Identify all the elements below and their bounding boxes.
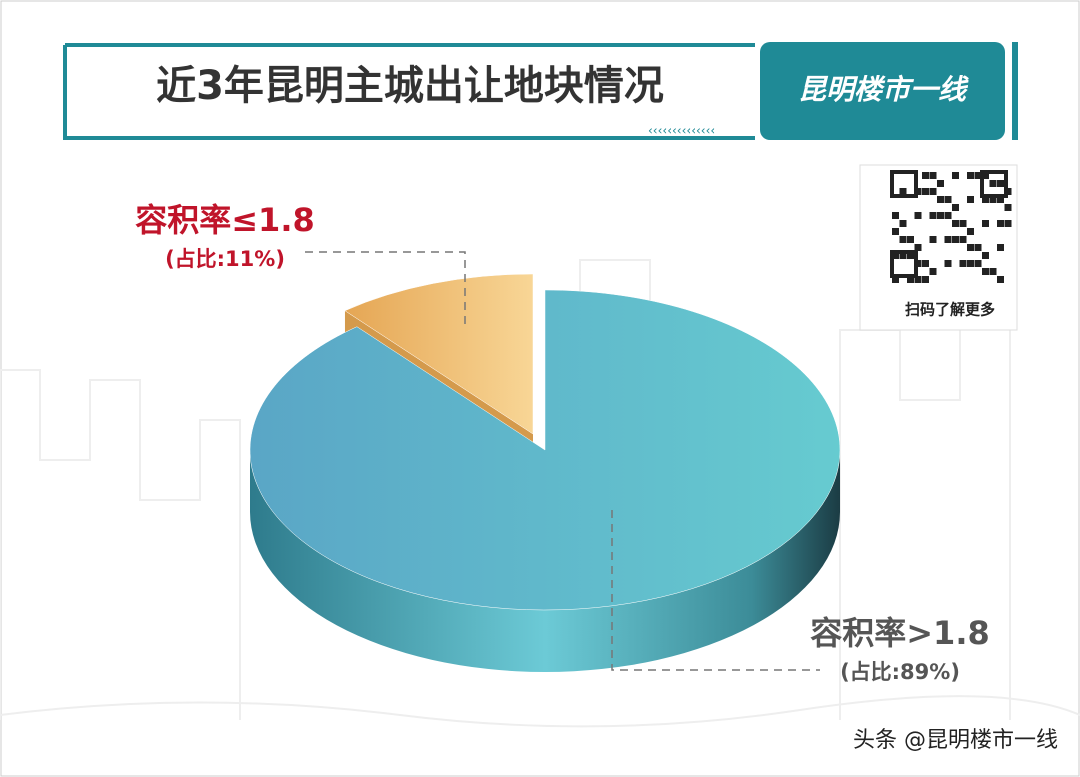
qr-cell: [982, 252, 989, 259]
value-label: (占比:89%): [840, 660, 960, 684]
qr-cell: [944, 260, 952, 267]
qr-cell: [974, 172, 982, 179]
qr-cell: [997, 180, 1004, 187]
qr-cell: [952, 220, 959, 227]
qr-cell: [944, 212, 952, 219]
qr-cell: [997, 196, 1004, 203]
qr-cell: [944, 236, 952, 243]
qr-cell: [982, 172, 989, 179]
qr-cell: [989, 196, 997, 203]
qr-box: [859, 164, 1018, 331]
qr-cell: [989, 180, 997, 187]
qr-cell: [929, 236, 937, 243]
qr-cell: [899, 220, 907, 227]
qr-cell: [944, 196, 952, 203]
qr-caption: 扫码了解更多: [905, 301, 995, 319]
qr-finder: [980, 170, 1008, 198]
qr-cell: [914, 244, 922, 251]
city-background: [0, 259, 1080, 728]
qr-cell: [899, 188, 907, 195]
leader-line: [305, 251, 466, 330]
qr-cell: [974, 260, 982, 267]
value-label: (占比:11%): [165, 247, 285, 271]
qr-cell: [929, 188, 937, 195]
qr-cell: [907, 276, 914, 283]
qr-cell: [952, 204, 959, 211]
qr-cell: [974, 244, 982, 251]
qr: 扫码了解更多: [859, 164, 1018, 331]
brand: 昆明楼市一线: [798, 73, 969, 106]
qr-cell: [989, 268, 997, 275]
slice-side: [250, 450, 840, 672]
slice-top: [249, 289, 841, 611]
qr-cell: [997, 220, 1004, 227]
qr-cell: [899, 252, 907, 259]
qr-cell: [907, 252, 914, 259]
brand-bar: [1012, 42, 1018, 140]
qr-cell: [997, 276, 1004, 283]
qr-cell: [914, 212, 922, 219]
qr-cell: [982, 220, 989, 227]
qr-cell: [892, 252, 899, 259]
qr-cell: [937, 212, 944, 219]
qr-cell: [929, 172, 937, 179]
qr-cell: [967, 244, 974, 251]
qr-cell: [952, 172, 959, 179]
qr-cell: [959, 236, 967, 243]
brand-box: [760, 42, 1005, 140]
qr-cell: [922, 188, 929, 195]
leader-line: [611, 510, 820, 671]
footer: 头条 @昆明楼市一线: [853, 728, 1058, 753]
qr-cell: [967, 228, 974, 235]
pie-chart: 容积率≤1.8 (占比:11%) 容积率>1.8 (占比:89%): [135, 201, 990, 684]
qr-cell: [922, 260, 929, 267]
qr-cell: [937, 180, 944, 187]
qr-cell: [967, 260, 974, 267]
qr-cell: [922, 276, 929, 283]
qr-cell: [892, 276, 899, 283]
header: 近3年昆明主城出让地块情况 ‹‹‹‹‹‹‹‹‹‹‹‹‹‹ 昆明楼市一线: [63, 42, 1018, 140]
qr-cell: [907, 236, 914, 243]
qr-cell: [982, 268, 989, 275]
qr-cell: [982, 196, 989, 203]
qr-cell: [959, 220, 967, 227]
qr-cell: [922, 172, 929, 179]
qr-cell: [967, 196, 974, 203]
chart-title: 近3年昆明主城出让地块情况: [156, 63, 664, 109]
qr-cell: [929, 268, 937, 275]
qr-cell: [899, 236, 907, 243]
qr-cell: [929, 212, 937, 219]
qr-cell: [997, 244, 1004, 251]
header-frame: [63, 43, 755, 140]
qr-cell: [1004, 220, 1012, 227]
category-label: 容积率≤1.8: [135, 201, 315, 239]
qr-finder: [890, 170, 918, 198]
category-label: 容积率>1.8: [810, 614, 990, 652]
qr-finder: [890, 250, 918, 278]
deco: ‹‹‹‹‹‹‹‹‹‹‹‹‹‹: [648, 124, 715, 138]
qr-cell: [937, 196, 944, 203]
qr-cell: [967, 172, 974, 179]
qr-cell: [892, 212, 899, 219]
qr-code: [890, 170, 1012, 283]
qr-cell: [952, 236, 959, 243]
slice: [249, 289, 841, 672]
slice-top: [344, 273, 534, 435]
qr-cell: [1004, 204, 1012, 211]
qr-cell: [914, 276, 922, 283]
qr-cell: [959, 260, 967, 267]
qr-cell: [892, 228, 899, 235]
